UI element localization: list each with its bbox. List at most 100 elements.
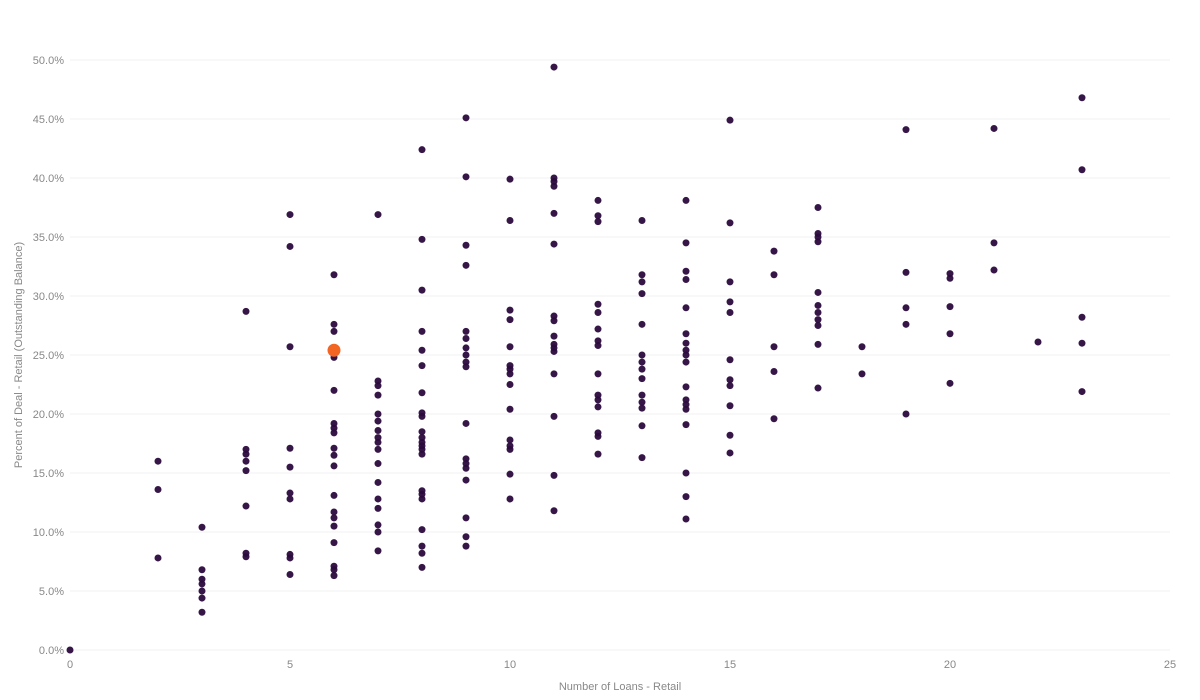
data-point (287, 211, 294, 218)
data-point (683, 197, 690, 204)
data-point (551, 210, 558, 217)
x-tick-label: 15 (724, 659, 736, 671)
data-point (507, 217, 514, 224)
data-point (507, 436, 514, 443)
data-point (463, 477, 470, 484)
data-point (859, 343, 866, 350)
data-point (683, 396, 690, 403)
data-point (419, 526, 426, 533)
data-point (419, 550, 426, 557)
data-point (595, 392, 602, 399)
data-point (287, 551, 294, 558)
y-tick-label: 10.0% (33, 527, 64, 539)
data-point (727, 309, 734, 316)
data-point (683, 268, 690, 275)
data-point (375, 547, 382, 554)
data-point (551, 333, 558, 340)
data-point (331, 492, 338, 499)
data-point (67, 647, 74, 654)
data-point (331, 452, 338, 459)
data-point (639, 290, 646, 297)
data-point (331, 420, 338, 427)
data-point (859, 370, 866, 377)
data-point (639, 217, 646, 224)
data-point (419, 236, 426, 243)
data-point (1079, 166, 1086, 173)
x-axis-label: Number of Loans - Retail (559, 681, 681, 693)
data-point (595, 429, 602, 436)
data-point (683, 421, 690, 428)
data-point (727, 402, 734, 409)
data-point (375, 392, 382, 399)
data-point (155, 486, 162, 493)
data-point (507, 471, 514, 478)
data-point (639, 454, 646, 461)
data-point (551, 413, 558, 420)
data-point (287, 464, 294, 471)
data-point (683, 276, 690, 283)
data-point (331, 462, 338, 469)
data-point (419, 287, 426, 294)
data-point (683, 516, 690, 523)
data-point (199, 566, 206, 573)
data-point (155, 458, 162, 465)
data-point (595, 197, 602, 204)
data-point (375, 411, 382, 418)
data-point (1079, 340, 1086, 347)
data-point (331, 321, 338, 328)
data-point (595, 309, 602, 316)
data-point (639, 321, 646, 328)
data-point (815, 316, 822, 323)
data-point (683, 493, 690, 500)
x-tick-label: 5 (287, 659, 293, 671)
data-point (815, 385, 822, 392)
data-point (727, 356, 734, 363)
data-point (375, 505, 382, 512)
data-point (419, 362, 426, 369)
data-point (331, 328, 338, 335)
data-point (595, 370, 602, 377)
data-point (595, 301, 602, 308)
data-point (375, 479, 382, 486)
data-point (463, 359, 470, 366)
data-point (771, 368, 778, 375)
data-point (903, 411, 910, 418)
data-point (243, 446, 250, 453)
data-point (551, 241, 558, 248)
data-point (1079, 94, 1086, 101)
y-tick-label: 5.0% (39, 586, 64, 598)
data-point (903, 304, 910, 311)
y-tick-label: 25.0% (33, 350, 64, 362)
data-point (419, 389, 426, 396)
data-point (639, 271, 646, 278)
data-point (287, 571, 294, 578)
data-point (595, 326, 602, 333)
data-point (683, 383, 690, 390)
data-point (507, 343, 514, 350)
data-point (683, 330, 690, 337)
data-point (199, 576, 206, 583)
data-point (595, 403, 602, 410)
data-point (991, 125, 998, 132)
data-point (419, 146, 426, 153)
data-point (551, 370, 558, 377)
data-point (639, 359, 646, 366)
data-point (463, 335, 470, 342)
data-point (419, 428, 426, 435)
data-point (375, 529, 382, 536)
data-point (903, 126, 910, 133)
data-point (375, 211, 382, 218)
data-point (419, 409, 426, 416)
x-tick-label: 20 (944, 659, 956, 671)
data-point (463, 352, 470, 359)
data-point (507, 307, 514, 314)
y-tick-label: 35.0% (33, 232, 64, 244)
data-point (639, 375, 646, 382)
data-point (375, 460, 382, 467)
data-point (375, 434, 382, 441)
data-point (287, 445, 294, 452)
data-point (815, 341, 822, 348)
x-tick-label: 0 (67, 659, 73, 671)
data-point (551, 472, 558, 479)
scatter-chart-container: 25.4% of the BMARK 2023-B40 loans are ba… (0, 0, 1200, 700)
